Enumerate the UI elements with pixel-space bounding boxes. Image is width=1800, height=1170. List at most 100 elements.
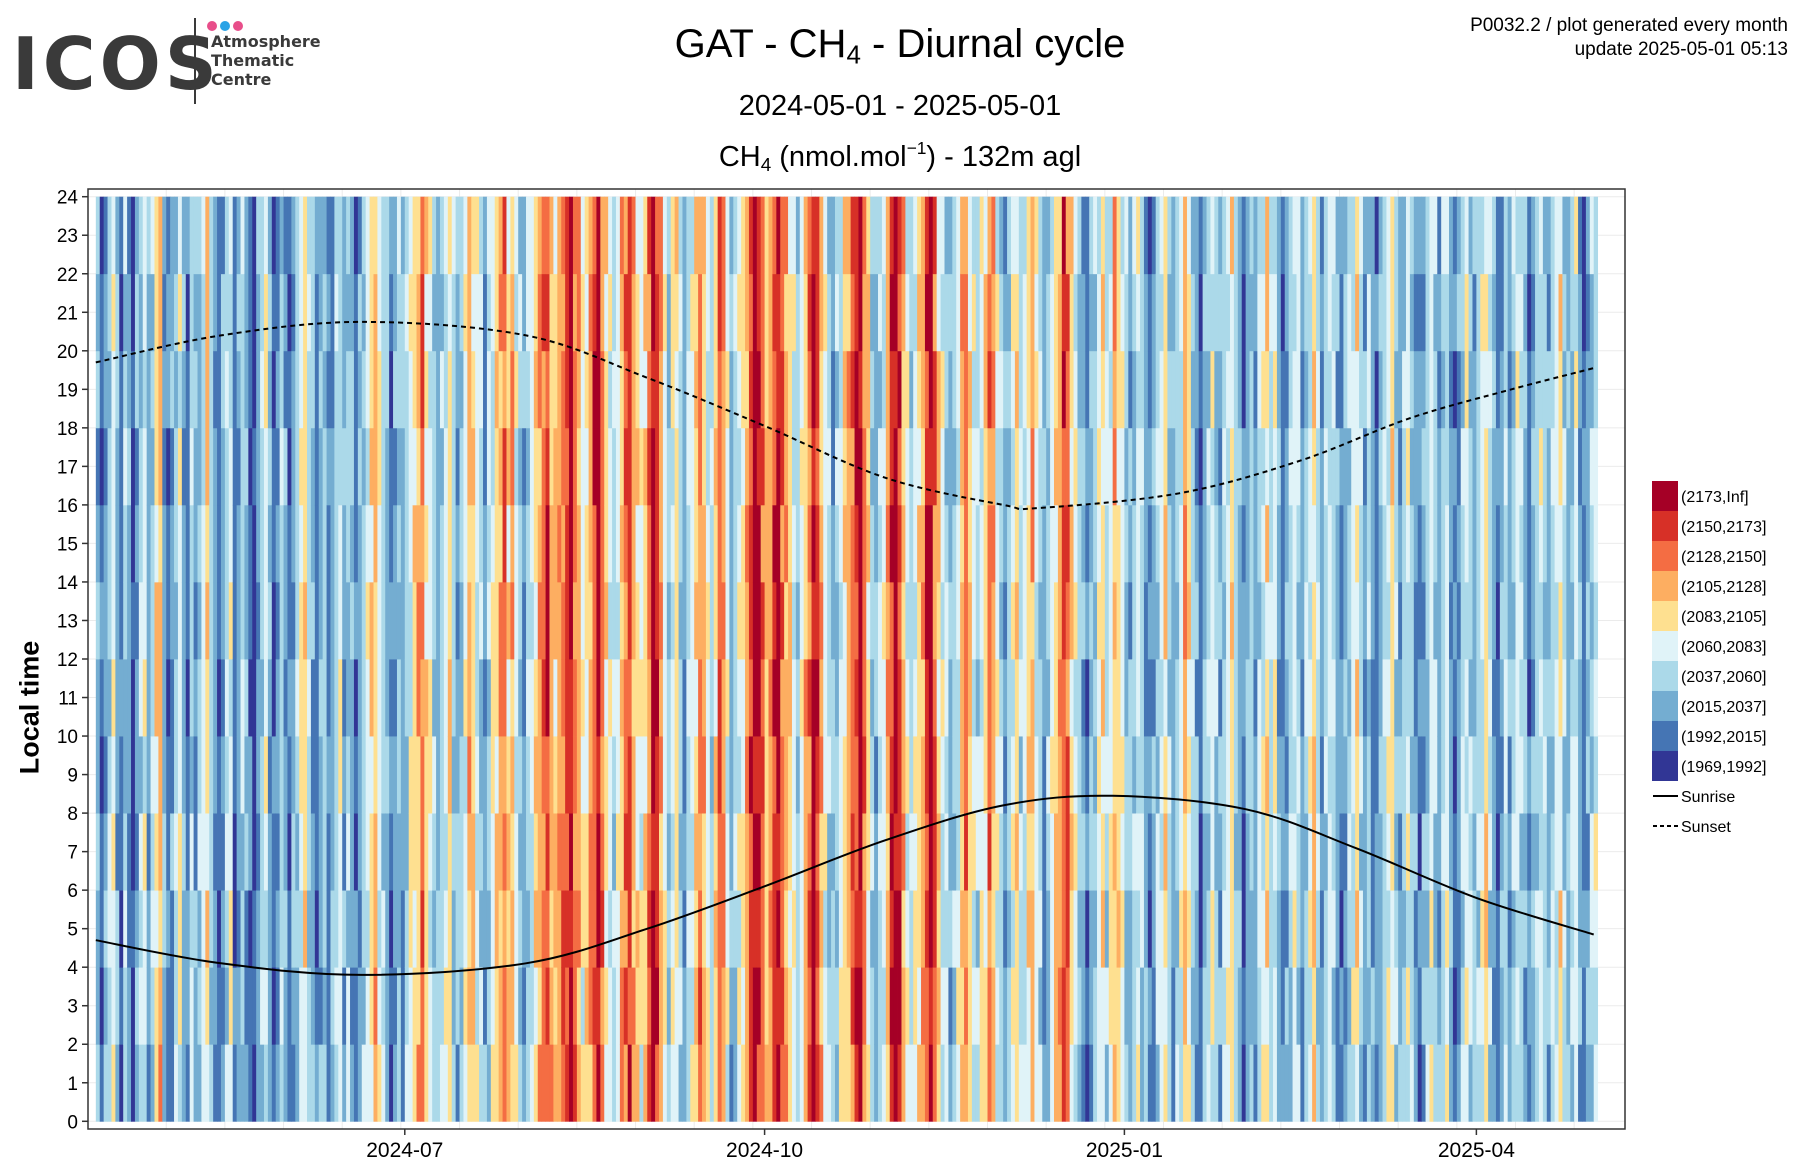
heatmap-cell	[932, 273, 938, 352]
heatmap-cell	[748, 196, 754, 275]
heatmap-cell	[905, 427, 910, 506]
heatmap-cell	[921, 427, 926, 506]
heatmap-cell	[1495, 196, 1501, 275]
heatmap-cell	[1343, 581, 1348, 660]
heatmap-cell	[1214, 427, 1219, 506]
heatmap-cell	[1394, 581, 1399, 660]
heatmap-cell	[803, 890, 809, 968]
heatmap-cell	[878, 890, 883, 968]
heatmap-cell	[1077, 350, 1082, 429]
heatmap-cell	[1069, 890, 1074, 968]
heatmap-cell	[1273, 581, 1278, 660]
heatmap-cell	[170, 504, 175, 583]
heatmap-cell	[799, 659, 805, 737]
heatmap-cell	[1136, 504, 1141, 583]
heatmap-cell	[885, 1044, 891, 1122]
heatmap-cell	[1312, 196, 1317, 275]
heatmap-cell	[1319, 813, 1325, 891]
legend-swatch	[1652, 751, 1678, 781]
heatmap-cell	[529, 504, 535, 583]
heatmap-cell	[1183, 967, 1188, 1045]
heatmap-cell	[303, 427, 308, 506]
heatmap-cell	[1198, 813, 1204, 891]
heatmap-cell	[1061, 350, 1067, 429]
heatmap-cell	[267, 736, 273, 814]
heatmap-cell	[698, 813, 703, 891]
heatmap-cell	[874, 967, 879, 1045]
heatmap-cell	[694, 813, 699, 891]
heatmap-cell	[1464, 659, 1469, 737]
heatmap-cell	[1492, 427, 1497, 506]
heatmap-cell	[788, 890, 793, 968]
heatmap-cell	[99, 350, 105, 429]
heatmap-cell	[518, 659, 523, 737]
heatmap-cell	[776, 967, 781, 1045]
heatmap-cell	[529, 350, 535, 429]
heatmap-cell	[310, 890, 316, 968]
heatmap-cell	[733, 350, 738, 429]
heatmap-cell	[1362, 504, 1368, 583]
heatmap-cell	[275, 1044, 281, 1122]
heatmap-cell	[436, 427, 441, 506]
heatmap-cell	[1366, 350, 1372, 429]
heatmap-cell	[834, 273, 840, 352]
heatmap-cell	[627, 813, 633, 891]
heatmap-cell	[1425, 967, 1430, 1045]
heatmap-cell	[1409, 736, 1415, 814]
heatmap-cell	[1226, 581, 1231, 660]
heatmap-cell	[1409, 659, 1415, 737]
heatmap-cell	[670, 273, 676, 352]
heatmap-cell	[396, 427, 402, 506]
heatmap-cell	[623, 659, 629, 737]
heatmap-cell	[549, 504, 554, 583]
heatmap-cell	[1535, 504, 1540, 583]
heatmap-cell	[1331, 581, 1336, 660]
heatmap-cell	[584, 890, 590, 968]
heatmap-cell	[1155, 196, 1160, 275]
heatmap-cell	[248, 196, 253, 275]
heatmap-cell	[1089, 659, 1094, 737]
heatmap-cell	[1343, 504, 1348, 583]
heatmap-cell	[494, 967, 500, 1045]
heatmap-cell	[1441, 581, 1446, 660]
heatmap-cell	[1323, 736, 1329, 814]
heatmap-cell	[377, 427, 382, 506]
heatmap-cell	[400, 427, 406, 506]
heatmap-cell	[561, 350, 566, 429]
heatmap-cell	[1589, 350, 1595, 429]
heatmap-cell	[314, 659, 320, 737]
heatmap-cell	[1507, 427, 1512, 506]
heatmap-cell	[1421, 273, 1426, 352]
heatmap-cell	[1163, 1044, 1168, 1122]
heatmap-cell	[1155, 273, 1160, 352]
heatmap-cell	[396, 813, 402, 891]
heatmap-cell	[885, 736, 891, 814]
heatmap-cell	[459, 967, 464, 1045]
heatmap-cell	[1167, 736, 1172, 814]
heatmap-cell	[635, 659, 640, 737]
heatmap-cell	[518, 273, 523, 352]
heatmap-cell	[267, 813, 273, 891]
heatmap-cell	[1538, 350, 1544, 429]
heatmap-cell	[1007, 504, 1012, 583]
heatmap-cell	[944, 659, 949, 737]
heatmap-cell	[850, 736, 855, 814]
heatmap-cell	[1050, 504, 1055, 583]
heatmap-cell	[201, 736, 206, 814]
heatmap-cell	[432, 1044, 437, 1122]
unit-suffix: ) - 132m agl	[926, 141, 1082, 174]
heatmap-cell	[940, 196, 945, 275]
heatmap-cell	[1449, 659, 1454, 737]
heatmap-cell	[823, 1044, 828, 1122]
heatmap-cell	[643, 504, 648, 583]
heatmap-cell	[956, 659, 961, 737]
heatmap-cell	[1038, 890, 1043, 968]
heatmap-cell	[811, 659, 816, 737]
heatmap-cell	[295, 504, 300, 583]
heatmap-cell	[353, 736, 359, 814]
heatmap-cell	[807, 196, 812, 275]
heatmap-cell	[134, 196, 140, 275]
heatmap-cell	[698, 890, 703, 968]
heatmap-cell	[1402, 427, 1407, 506]
heatmap-cell	[522, 581, 527, 660]
